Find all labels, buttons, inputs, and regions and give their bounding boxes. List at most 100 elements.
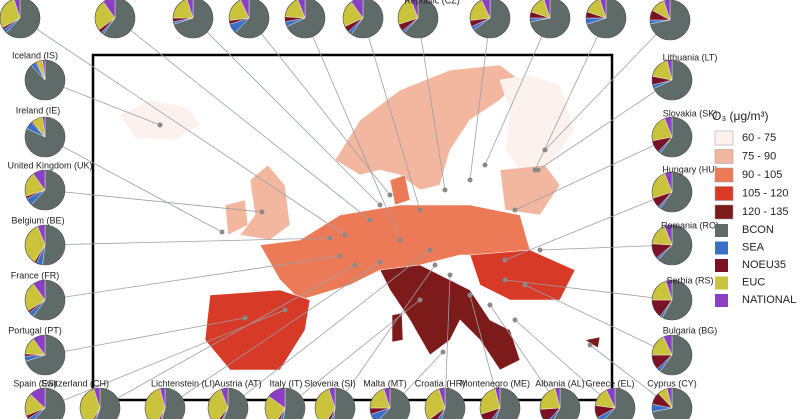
map	[119, 64, 601, 371]
pie-slice	[491, 407, 501, 419]
arrow	[362, 17, 421, 211]
legend-label: 120 - 135	[742, 206, 788, 218]
pie-outline	[369, 387, 411, 419]
pie-slice	[327, 407, 336, 419]
arrow-target	[342, 232, 348, 238]
arrow	[514, 136, 673, 211]
pie-label: Serbia (RS)	[666, 275, 713, 285]
pie-outline	[539, 387, 581, 419]
legend-swatch	[714, 186, 734, 201]
arrow-target	[377, 259, 383, 265]
arrow	[417, 17, 446, 191]
arrow-target	[417, 207, 423, 213]
pie-outline	[651, 334, 693, 376]
pie-outline	[24, 279, 66, 321]
arrow-target	[352, 262, 358, 268]
pie-label: Iceland (IS)	[12, 50, 58, 60]
pie-outline	[24, 116, 66, 158]
legend-swatch	[714, 149, 734, 164]
pie-label: Ireland (IE)	[16, 105, 61, 115]
arrow	[19, 17, 346, 236]
pie-slice	[481, 0, 491, 19]
arrow	[227, 249, 431, 409]
arrow-target	[440, 349, 446, 355]
pie-outline	[94, 0, 136, 39]
legend-swatch	[714, 204, 734, 220]
legend-swatch	[714, 167, 734, 183]
arrow-target	[467, 177, 473, 183]
pie-label: Switzerland (CH)	[41, 378, 109, 388]
arrow-target	[512, 207, 518, 213]
pie-label: Montenegro (ME)	[460, 378, 530, 388]
pie-label: Bulgaria (BG)	[663, 325, 718, 335]
arrow	[489, 304, 561, 409]
pie-outline	[207, 387, 249, 419]
pie-slice	[240, 0, 250, 19]
map-region	[584, 336, 601, 349]
pie-outline	[0, 0, 41, 39]
arrow-target	[512, 317, 518, 323]
pie-outline	[651, 224, 693, 266]
pie-outline	[649, 0, 691, 41]
arrow-target	[587, 342, 593, 348]
map-region	[334, 64, 521, 191]
legend-label: EUC	[742, 276, 765, 288]
pie-outline	[24, 224, 66, 266]
arrow	[539, 244, 673, 251]
arrow-target	[337, 253, 343, 259]
legend-swatch	[715, 241, 728, 255]
arrow-target	[502, 277, 508, 283]
pie-label: Austria (AT)	[214, 378, 261, 388]
pie-label: Lithuania (LT)	[663, 52, 718, 62]
legend-swatch	[715, 276, 728, 290]
pie-slice	[277, 407, 286, 419]
pie-label: United Kingdom (UK)	[7, 160, 92, 170]
legend-title: O₃ (μg/m³)	[712, 109, 768, 123]
arrow-target	[467, 292, 473, 298]
arrow	[444, 274, 451, 409]
map-region	[469, 249, 576, 301]
arrow-target	[417, 297, 423, 303]
map-region	[119, 99, 201, 141]
pie-slice	[599, 0, 607, 19]
arrow-target	[427, 247, 433, 253]
arrow-target	[487, 302, 493, 308]
arrow	[334, 264, 436, 409]
pie-outline	[529, 0, 571, 39]
pie-outline	[397, 0, 439, 39]
pie-outline	[479, 387, 521, 419]
legend-label: NOEU35	[742, 259, 786, 271]
arrow	[44, 317, 246, 356]
map-region	[391, 312, 404, 343]
legend-swatch	[715, 294, 728, 307]
arrow	[44, 255, 341, 301]
pie-slice	[549, 407, 561, 419]
pie-slice	[297, 0, 306, 19]
pie-outline	[24, 387, 66, 419]
legend-label: 105 - 120	[742, 187, 788, 199]
map-region	[389, 174, 411, 206]
arrow-target	[502, 257, 508, 263]
arrow	[469, 17, 491, 181]
pie-slice	[333, 387, 356, 419]
pie-label: Italy (IT)	[270, 378, 303, 388]
arrow-target	[535, 167, 541, 173]
pie-label: Greece (EL)	[585, 378, 634, 388]
pie-outline	[424, 387, 466, 419]
arrow-target	[397, 237, 403, 243]
legend-swatch	[715, 259, 728, 272]
pie-outline	[651, 59, 693, 101]
pie-outline	[651, 171, 693, 213]
pie-slice	[283, 387, 306, 419]
arrow	[504, 279, 673, 301]
arrow-target	[157, 122, 163, 128]
pie-outline	[228, 0, 270, 39]
arrow-target	[327, 235, 333, 241]
arrow	[304, 17, 401, 241]
pie-slice	[410, 0, 419, 19]
arrow	[99, 264, 356, 409]
arrow	[44, 79, 161, 126]
map-region	[204, 289, 311, 371]
arrow-target	[432, 262, 438, 268]
pie-outline	[24, 334, 66, 376]
